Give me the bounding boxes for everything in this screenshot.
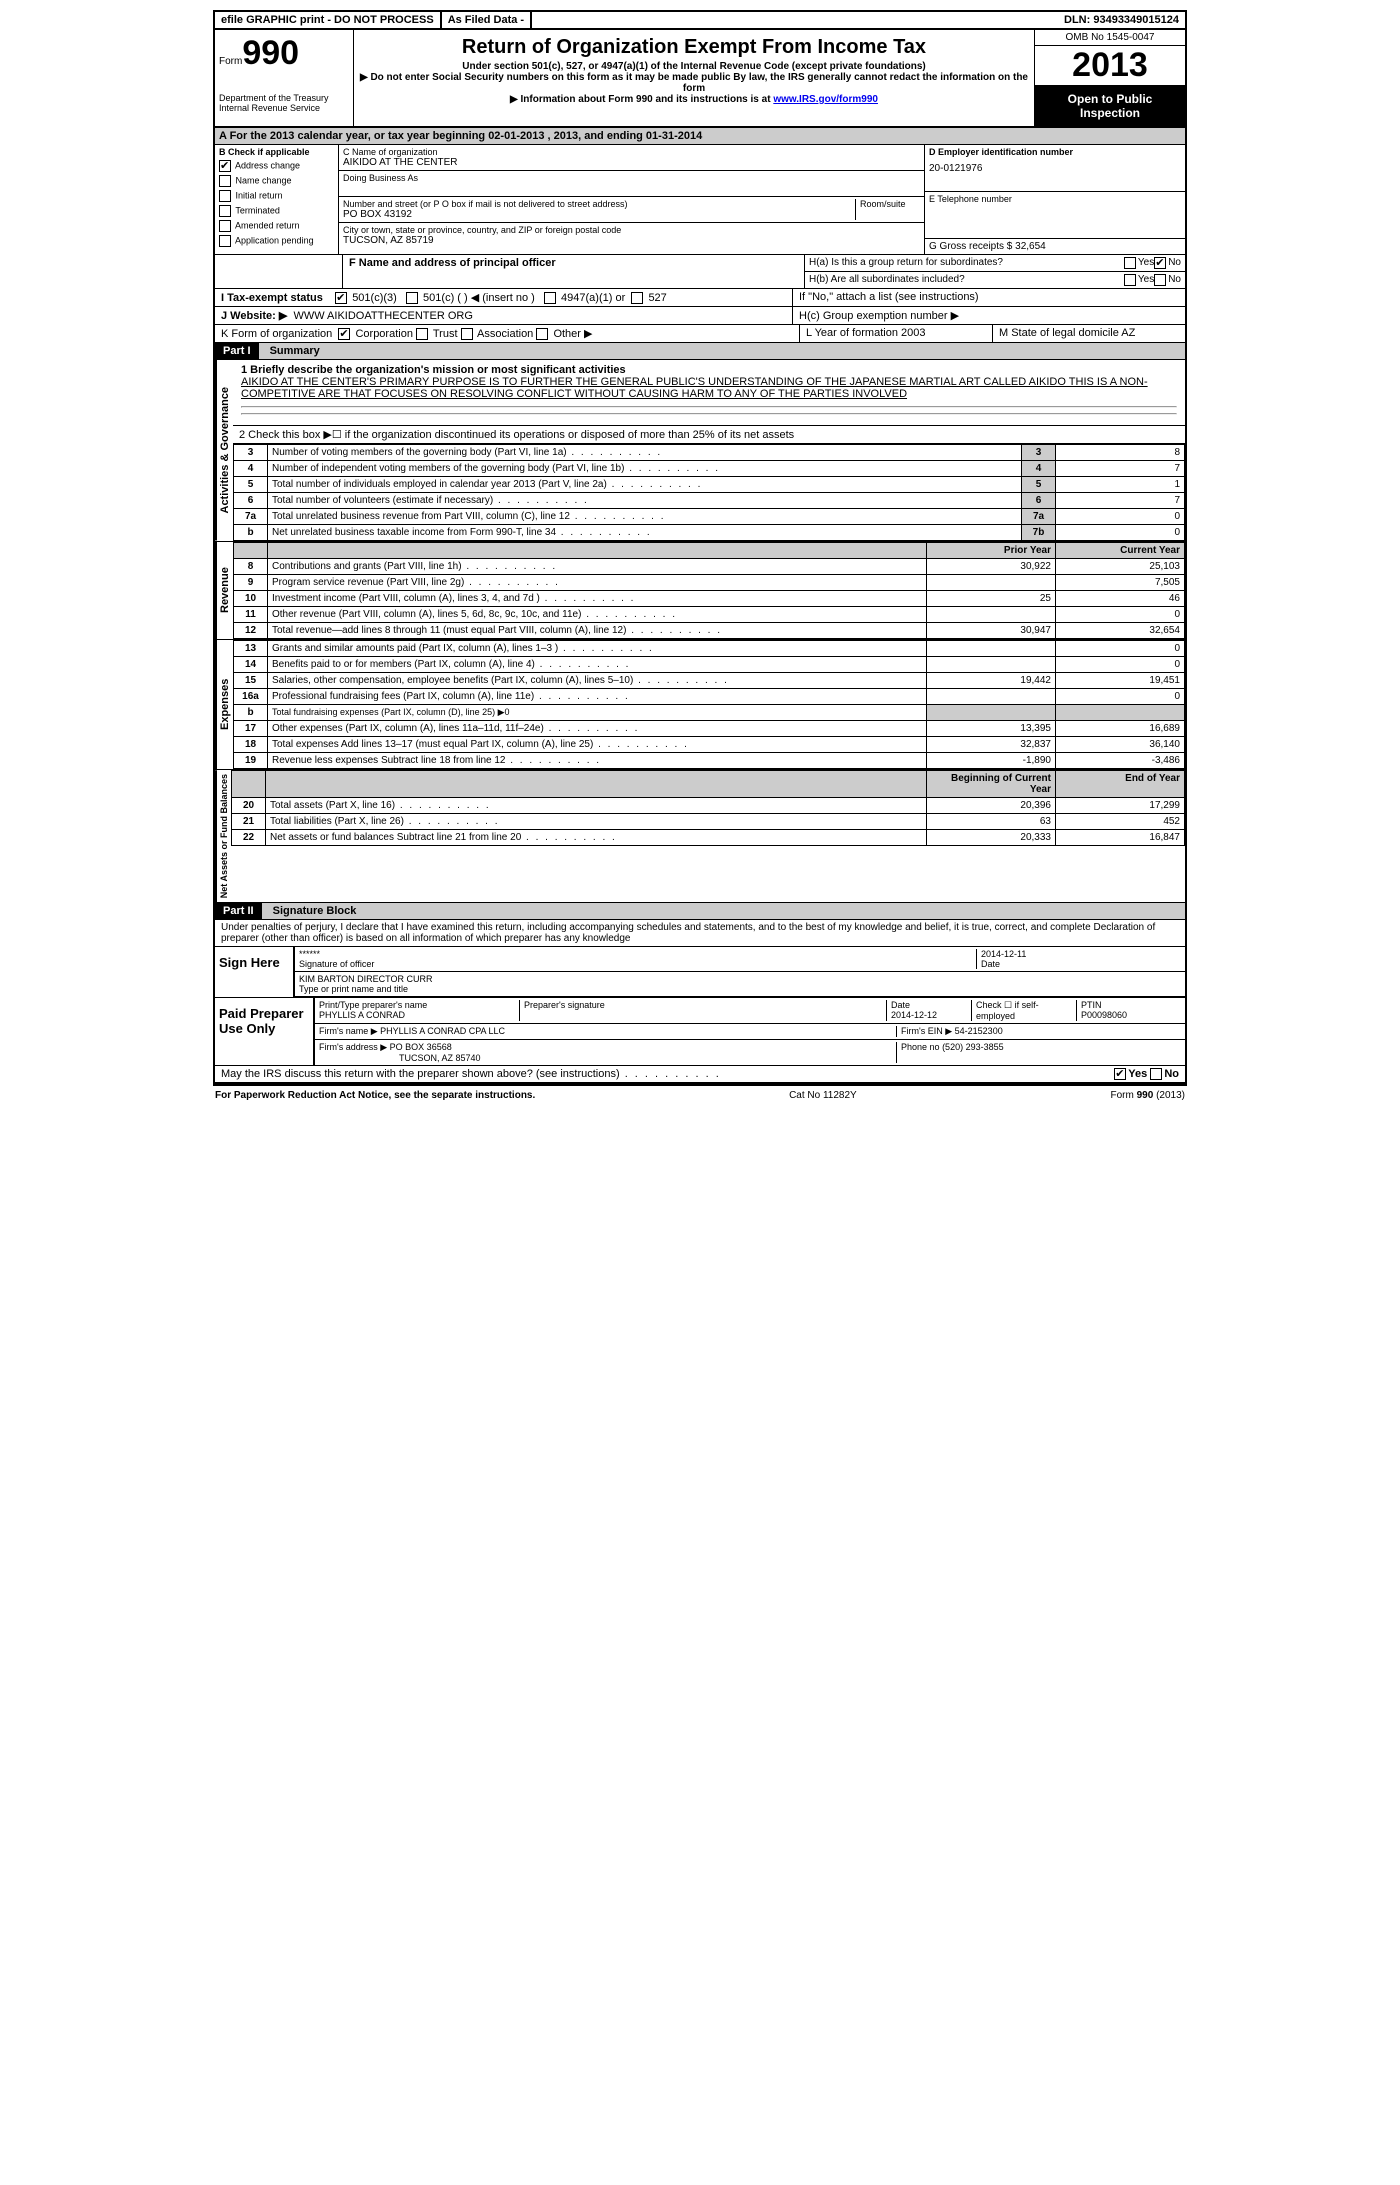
section-defg: D Employer identification number20-01219… [925, 145, 1185, 254]
hb-no[interactable] [1154, 274, 1166, 286]
footer: For Paperwork Reduction Act Notice, see … [215, 1086, 1185, 1105]
check-4947[interactable] [544, 292, 556, 304]
part1-body: Activities & Governance 1 Briefly descri… [215, 360, 1185, 542]
row-a: A For the 2013 calendar year, or tax yea… [215, 128, 1185, 145]
check-527[interactable] [631, 292, 643, 304]
section-bcdefg: B Check if applicable Address change Nam… [215, 145, 1185, 255]
check-name-change[interactable] [219, 175, 231, 187]
tax-year: 2013 [1035, 46, 1185, 86]
header: Form990 Department of the Treasury Inter… [215, 30, 1185, 128]
header-right: OMB No 1545-0047 2013 Open to Public Ins… [1034, 30, 1185, 126]
k-trust[interactable] [416, 328, 428, 340]
net-assets-table: Beginning of Current YearEnd of Year20To… [231, 770, 1185, 846]
row-fh: F Name and address of principal officer … [215, 255, 1185, 289]
check-terminated[interactable] [219, 205, 231, 217]
section-b: B Check if applicable Address change Nam… [215, 145, 339, 254]
k-assoc[interactable] [461, 328, 473, 340]
part1-header: Part I Summary [215, 343, 1185, 360]
k-corp[interactable] [338, 328, 350, 340]
part2-header: Part II Signature Block [215, 903, 1185, 920]
expenses-table: 13Grants and similar amounts paid (Part … [233, 640, 1185, 769]
form-title: Return of Organization Exempt From Incom… [358, 36, 1030, 59]
header-left: Form990 Department of the Treasury Inter… [215, 30, 354, 126]
k-other[interactable] [536, 328, 548, 340]
row-i: I Tax-exempt status 501(c)(3) 501(c) ( )… [215, 289, 1185, 307]
check-501c3[interactable] [335, 292, 347, 304]
discuss-no[interactable] [1150, 1068, 1162, 1080]
sign-here: Sign Here ******Signature of officer2014… [215, 947, 1185, 997]
row-j: J Website: ▶ WWW AIKIDOATTHECENTER ORG H… [215, 307, 1185, 325]
dln: DLN: 93493349015124 [1058, 12, 1185, 28]
check-amended[interactable] [219, 220, 231, 232]
as-filed: As Filed Data - [442, 12, 532, 28]
hb-yes[interactable] [1124, 274, 1136, 286]
ha-yes[interactable] [1124, 257, 1136, 269]
check-pending[interactable] [219, 235, 231, 247]
form-container: efile GRAPHIC print - DO NOT PROCESS As … [213, 10, 1187, 1086]
paid-preparer: Paid Preparer Use Only Print/Type prepar… [215, 997, 1185, 1065]
mission-text: AIKIDO AT THE CENTER'S PRIMARY PURPOSE I… [241, 376, 1177, 400]
ha-no[interactable] [1154, 257, 1166, 269]
header-center: Return of Organization Exempt From Incom… [354, 30, 1034, 126]
irs-link[interactable]: www.IRS.gov/form990 [773, 94, 878, 105]
revenue-table: Prior YearCurrent Year8Contributions and… [233, 542, 1185, 639]
efile-notice: efile GRAPHIC print - DO NOT PROCESS [215, 12, 442, 28]
top-bar: efile GRAPHIC print - DO NOT PROCESS As … [215, 12, 1185, 30]
discuss-yes[interactable] [1114, 1068, 1126, 1080]
check-initial[interactable] [219, 190, 231, 202]
vert-governance: Activities & Governance [215, 360, 233, 541]
governance-table: 3Number of voting members of the governi… [233, 444, 1185, 541]
section-c: C Name of organizationAIKIDO AT THE CENT… [339, 145, 925, 254]
row-klm: K Form of organization Corporation Trust… [215, 325, 1185, 343]
check-501c[interactable] [406, 292, 418, 304]
check-address-change[interactable] [219, 160, 231, 172]
